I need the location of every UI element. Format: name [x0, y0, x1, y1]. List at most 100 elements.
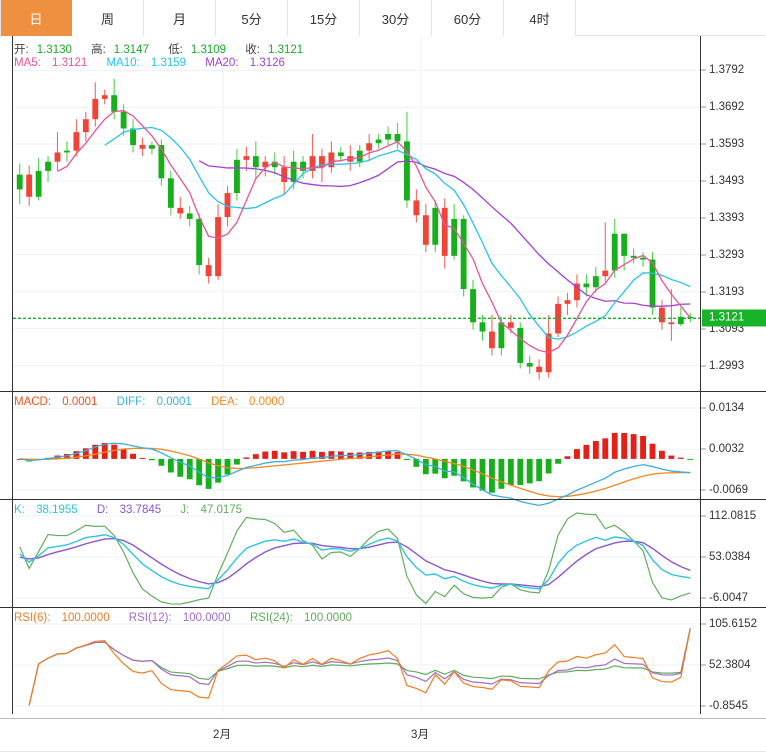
low-value: 1.3109 [190, 44, 227, 56]
tab-day-label: 日 [29, 11, 43, 27]
axis-tick [701, 106, 706, 108]
sub-axis-label: -6.0047 [709, 592, 749, 604]
axis-tick [701, 217, 706, 219]
candle [309, 133, 316, 179]
ma5-value: 1.3121 [52, 57, 88, 69]
dea-value: 0.0000 [249, 396, 285, 408]
axis-tick [701, 180, 706, 182]
candle [54, 132, 61, 171]
candle [621, 233, 628, 271]
macd-panel [13, 407, 701, 507]
x-tick-mar: 3月 [411, 729, 429, 741]
ma10-line [104, 126, 691, 340]
candle [659, 300, 665, 330]
ma-legend: MA5: 1.3121 MA10: 1.3159 MA20: 1.3126 [14, 57, 301, 69]
rsi-panel [13, 623, 701, 707]
price-axis-label: 1.3393 [709, 211, 745, 224]
x-tick-feb: 2月 [213, 729, 231, 741]
x-axis-line [0, 718, 766, 719]
diff-label: DIFF: [116, 396, 146, 408]
price-axis-label: 1.3493 [709, 174, 745, 187]
tab-15min-label: 15分 [309, 11, 338, 27]
tab-month-label: 月 [172, 11, 186, 27]
price-axis-label: 1.3692 [709, 101, 745, 114]
axis-tick [701, 448, 706, 450]
candle [432, 200, 439, 253]
candle [130, 119, 136, 153]
axis-tick [701, 623, 706, 625]
k-label: K: [14, 504, 25, 516]
price-axis-label: 1.3293 [709, 248, 745, 261]
tab-60min[interactable]: 60分 [432, 0, 504, 36]
axis-tick [701, 515, 706, 517]
high-value: 1.3147 [113, 44, 149, 56]
rsi6-value: 100.0000 [61, 612, 110, 624]
ma10-value: 1.3159 [150, 57, 187, 69]
tab-week[interactable]: 周 [72, 0, 144, 36]
candle [167, 170, 174, 216]
low-label: 低: [168, 44, 183, 56]
candle [460, 215, 467, 297]
candle [394, 122, 401, 149]
chart-canvas[interactable] [13, 36, 701, 714]
price-axis-label: 1.3593 [709, 137, 745, 150]
ma20-value: 1.3126 [249, 57, 285, 69]
candle [45, 156, 51, 182]
candle [517, 322, 524, 369]
price-axis-label: 1.2993 [709, 359, 745, 372]
candle [574, 274, 580, 308]
candle [92, 82, 99, 127]
candle [564, 292, 571, 315]
candle [300, 156, 306, 179]
d-value: 33.7845 [119, 504, 162, 516]
tab-day[interactable]: 日 [0, 0, 72, 36]
ma10-label: MA10: [106, 57, 140, 69]
tab-month[interactable]: 月 [144, 0, 216, 36]
current-price-badge: 1.3121 [702, 309, 766, 327]
candle [139, 137, 146, 157]
axis-tick [701, 705, 706, 707]
ma5-line [57, 110, 691, 354]
rsi12-value: 100.0000 [182, 612, 231, 624]
candle [262, 156, 269, 177]
candle [545, 314, 552, 378]
candle [356, 145, 363, 168]
ma20-line [198, 160, 691, 307]
tab-15min[interactable]: 15分 [288, 0, 360, 36]
sub-axis-label: 105.6152 [709, 618, 757, 630]
sub-axis-label: 52.3804 [709, 658, 751, 671]
candle [196, 213, 203, 275]
tab-4hour[interactable]: 4时 [504, 0, 576, 36]
tab-5min[interactable]: 5分 [216, 0, 288, 36]
candle [64, 141, 70, 162]
tab-5min-label: 5分 [241, 11, 262, 27]
j-value: 47.0175 [200, 504, 243, 516]
separator-macd-kdj [0, 499, 766, 500]
candle [526, 355, 533, 375]
tab-30min[interactable]: 30分 [360, 0, 432, 36]
diff-value: 0.0001 [156, 396, 192, 408]
candle [252, 141, 259, 179]
sub-axis-label: -0.8545 [709, 700, 749, 712]
rsi24-value: 100.0000 [304, 612, 352, 624]
dea-label: DEA: [211, 396, 238, 408]
price-axis-label: 1.3193 [709, 285, 745, 298]
separator-kdj-rsi [0, 607, 766, 608]
plot-area[interactable] [12, 36, 701, 714]
axis-tick [701, 291, 706, 293]
candle [328, 141, 335, 173]
d-label: D: [96, 504, 109, 516]
sub-axis-label: 112.0815 [709, 510, 757, 522]
tab-30min-label: 30分 [381, 11, 410, 27]
open-label: 开: [14, 44, 29, 56]
ohlc-legend: 开: 1.3130 高: 1.3147 低: 1.3109 收: 1.3121 [14, 41, 319, 57]
tab-60min-label: 60分 [453, 11, 482, 27]
axis-tick [701, 254, 706, 256]
candlesticks [16, 78, 694, 380]
sub-axis-label: 0.0032 [709, 443, 745, 456]
kdj-panel [13, 512, 701, 605]
axis-tick [701, 597, 706, 599]
rsi6-label: RSI(6): [14, 612, 51, 624]
axis-tick [701, 365, 706, 367]
